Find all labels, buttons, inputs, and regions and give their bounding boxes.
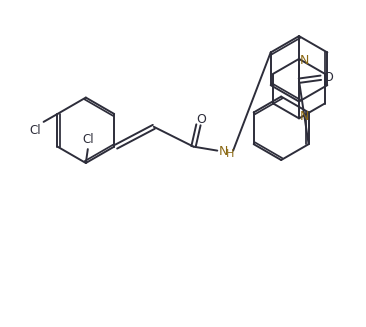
Text: Cl: Cl xyxy=(29,124,41,137)
Text: H: H xyxy=(226,148,234,159)
Text: Cl: Cl xyxy=(82,133,94,146)
Text: N: N xyxy=(299,54,309,67)
Text: N: N xyxy=(299,110,309,123)
Text: O: O xyxy=(197,113,206,126)
Text: N: N xyxy=(219,145,228,158)
Text: O: O xyxy=(323,71,333,84)
